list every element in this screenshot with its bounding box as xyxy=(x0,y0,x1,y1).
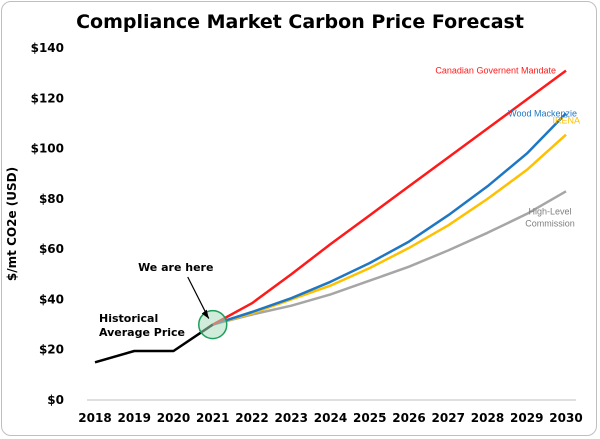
x-tick-label: 2023 xyxy=(275,411,308,425)
series-label-hlc-line2: Commission xyxy=(525,218,575,228)
x-tick-label: 2021 xyxy=(196,411,229,425)
historical-label-line1: Historical xyxy=(99,312,158,325)
series-lines xyxy=(94,69,567,364)
y-tick-label: $60 xyxy=(39,242,64,256)
x-tick-label: 2026 xyxy=(392,411,425,425)
y-tick-label: $20 xyxy=(39,343,64,357)
x-tick-label: 2018 xyxy=(78,411,111,425)
x-tick-label: 2022 xyxy=(235,411,268,425)
x-tick-label: 2020 xyxy=(157,411,190,425)
y-tick-label: $0 xyxy=(47,393,64,407)
x-tick-label: 2030 xyxy=(549,411,582,425)
x-tick-label: 2024 xyxy=(314,411,347,425)
series-label-hlc-line1: High-Level xyxy=(528,206,571,216)
y-axis-label: $/mt CO2e (USD) xyxy=(5,167,19,281)
series-line-historical-average-price xyxy=(94,323,214,364)
series-label-wood-mackenzie: Wood Mackenzie xyxy=(508,108,577,118)
y-tick-label: $100 xyxy=(31,142,64,156)
x-axis: 2018 2019 2020 2021 2022 2023 2024 2025 2026 2027… xyxy=(78,411,582,425)
series-line-high-level-commission xyxy=(212,190,567,326)
series-labels: Canadian Governent Mandate Wood Mackenzie… xyxy=(435,66,580,229)
series-line-wood-mackenzie xyxy=(212,112,567,326)
y-axis: $0 $20 $40 $60 $80 $100 $120 $140 xyxy=(31,41,64,407)
chart-title: Compliance Market Carbon Price Forecast xyxy=(76,11,524,33)
series-line-irena xyxy=(212,133,567,326)
y-tick-label: $120 xyxy=(31,91,64,105)
y-tick-label: $80 xyxy=(39,192,64,206)
series-label-irena: IRENA xyxy=(552,116,580,126)
x-tick-label: 2025 xyxy=(353,411,386,425)
series-label-canadian: Canadian Governent Mandate xyxy=(435,66,556,76)
we-are-here-label: We are here xyxy=(138,261,213,274)
series-line-canadian-governent-mandate xyxy=(212,69,567,326)
x-tick-label: 2019 xyxy=(118,411,151,425)
current-marker-circle xyxy=(198,309,228,340)
y-tick-label: $140 xyxy=(31,41,64,55)
y-tick-label: $40 xyxy=(39,292,64,306)
historical-label-line2: Average Price xyxy=(99,326,185,339)
x-tick-label: 2028 xyxy=(471,411,504,425)
x-tick-label: 2029 xyxy=(510,411,543,425)
arrow-head xyxy=(201,309,209,319)
x-tick-label: 2027 xyxy=(432,411,465,425)
